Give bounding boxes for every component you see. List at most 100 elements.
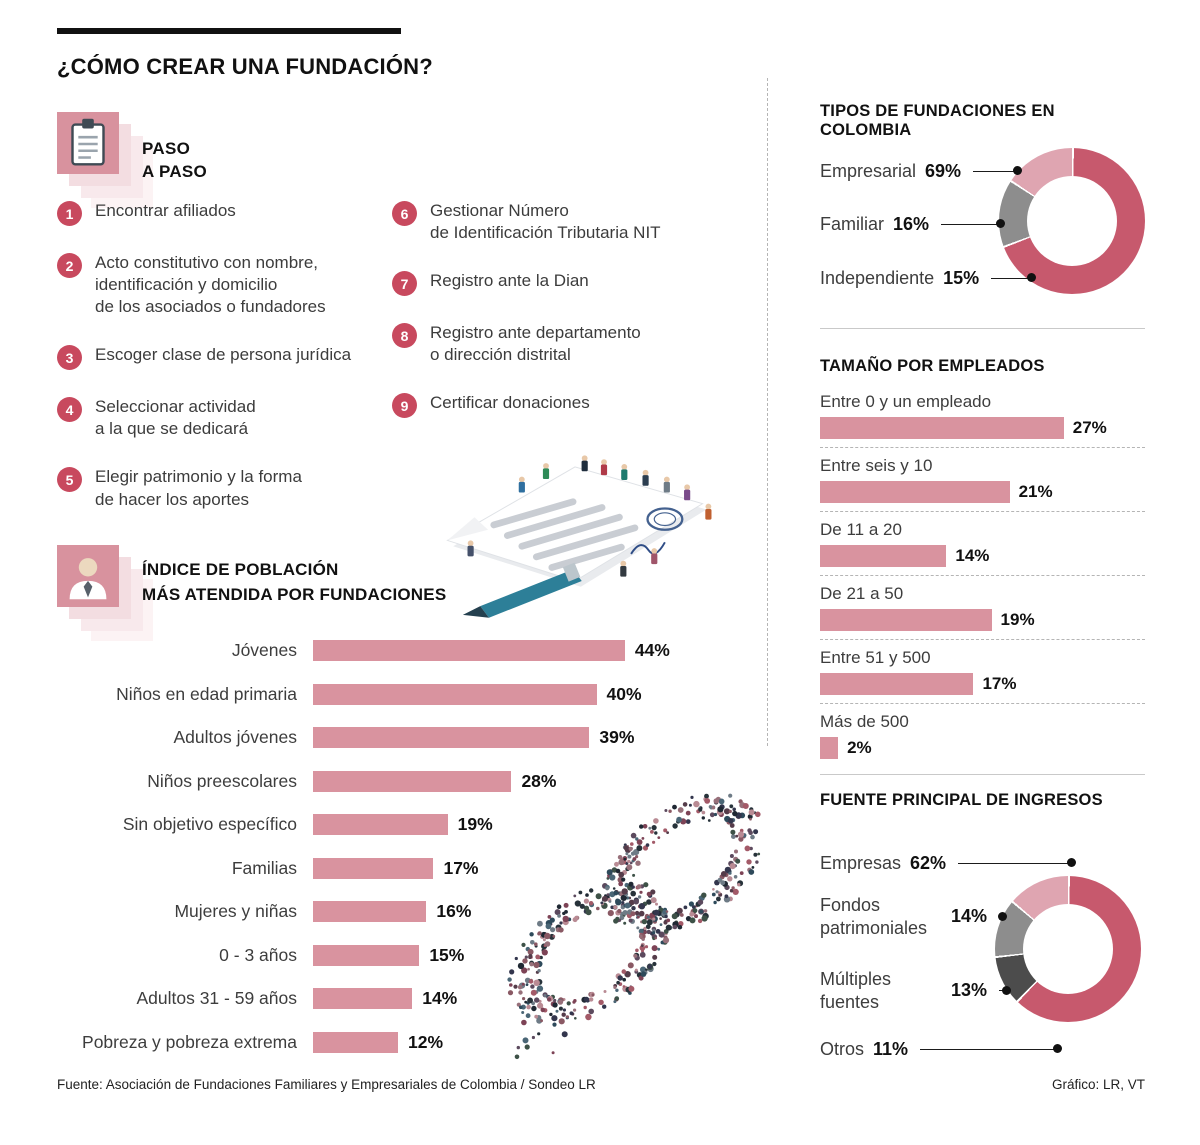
step-item: 8 Registro ante departamento o dirección … [392, 322, 737, 366]
vertical-divider [767, 78, 768, 746]
bar-value: 2% [847, 738, 872, 757]
bar-row: Pobreza y pobreza extrema 12% [57, 1021, 717, 1065]
bar-value: 27% [1072, 418, 1107, 437]
bar-value: 44% [634, 640, 670, 661]
legend-connector-line [941, 219, 1005, 229]
legend-label: Empresas [820, 853, 902, 873]
step-number-badge: 1 [57, 201, 82, 226]
legend-dot [996, 219, 1005, 229]
bar-label: Adultos jóvenes [173, 727, 297, 748]
bar-label: Niños en edad primaria [116, 683, 297, 704]
bar [313, 814, 448, 836]
bar-track: 21% [820, 481, 1145, 503]
source-note: Fuente: Asociación de Fundaciones Famili… [57, 1077, 596, 1092]
tiny-people [467, 455, 712, 577]
legend-dot [998, 911, 1007, 921]
bar-track: 17% [820, 673, 1145, 695]
bar-row: Sin objetivo específico 19% [57, 803, 717, 847]
donut-legend-item: Empresarial 69% [820, 160, 1145, 183]
legend-dot [1002, 985, 1011, 995]
legend-label: Independiente [820, 268, 935, 288]
bar-track: 14% [313, 988, 717, 1010]
bar-value: 17% [982, 674, 1017, 693]
legend-label: Familiar [820, 214, 885, 234]
legend-connector-line [999, 985, 1011, 995]
donut-legend-item: Familiar 16% [820, 213, 1145, 236]
step-text: Acto constitutivo con nombre, identifica… [95, 253, 326, 317]
legend-value: 11% [873, 1038, 909, 1059]
bar-row: De 21 a 50 19% [820, 580, 1145, 640]
legend-value: 13% [951, 980, 988, 1000]
step-text: Certificar donaciones [430, 393, 590, 413]
employees-chart-title: TAMAÑO POR EMPLEADOS [820, 357, 1045, 375]
donut-ingresos-legend: Empresas 62% Fondos patrimoniales 14% Múltip… [820, 830, 1145, 1080]
bar-value: 28% [521, 770, 557, 791]
bar-track: 14% [820, 545, 1145, 567]
bar-label: Adultos 31 - 59 años [136, 988, 297, 1009]
legend-label: Otros [820, 1039, 865, 1059]
donut-tipos-legend: Empresarial 69% Familiar 16% Independiente 15… [820, 140, 1145, 330]
step-number-badge: 3 [57, 345, 82, 371]
donut-hole [1027, 176, 1117, 266]
bar [820, 417, 1064, 439]
bar-label: Entre 0 y un empleado [820, 392, 992, 411]
legend-connector-line [991, 273, 1036, 283]
steps-column-right: 6 Gestionar Número de Identificación Trib… [392, 200, 737, 444]
bar-track: 2% [820, 737, 1145, 759]
population-chart-title: ÍNDICE DE POBLACIÓN MÁS ATENDIDA POR FUN… [142, 560, 447, 604]
legend-label: Múltiples fuentes [820, 969, 892, 1012]
bar-value: 17% [443, 857, 479, 878]
bar-value: 19% [457, 814, 493, 835]
bar-row: Jóvenes 44% [57, 629, 717, 673]
bar [313, 770, 512, 792]
donut-legend-item: Empresas 62% [820, 852, 1145, 875]
legend-value: 62% [910, 852, 947, 873]
bar-value: 15% [429, 944, 465, 965]
bar-row: Mujeres y niñas 16% [57, 890, 717, 934]
bar [313, 944, 420, 966]
bar-row: Entre seis y 10 21% [820, 452, 1145, 512]
legend-dot [1027, 273, 1036, 283]
step-number-badge: 7 [392, 271, 417, 297]
bar-track: 17% [313, 857, 717, 879]
bar-label: Entre seis y 10 [820, 456, 933, 475]
legend-connector-line [998, 911, 1007, 921]
donut-legend-item: Independiente 15% [820, 267, 1145, 290]
bar-value: 14% [955, 546, 990, 565]
step-item: 6 Gestionar Número de Identificación Trib… [392, 200, 737, 244]
bar-row: Adultos 31 - 59 años 14% [57, 977, 717, 1021]
bar [820, 545, 947, 567]
step-number-badge: 2 [57, 253, 82, 278]
donut-tipos-block: Empresarial 69% Familiar 16% Independiente 15… [820, 140, 1145, 330]
legend-connector-line [920, 1044, 1062, 1054]
step-number-badge: 8 [392, 323, 417, 349]
step-number-badge: 9 [392, 393, 417, 419]
step-item: 1 Encontrar afiliados [57, 200, 392, 226]
legend-connector-line [958, 858, 1076, 868]
bar-label: Niños preescolares [147, 770, 297, 791]
bar-row: Adultos jóvenes 39% [57, 716, 717, 760]
step-text: Seleccionar actividad a la que se dedica… [95, 397, 256, 439]
legend-value: 15% [943, 267, 980, 288]
bar [820, 481, 1010, 503]
clipboard-icon [57, 112, 119, 174]
bar-value: 21% [1018, 482, 1053, 501]
contract-signing-illustration [430, 416, 720, 630]
donut-ingresos-block: Empresas 62% Fondos patrimoniales 14% Múltip… [820, 830, 1145, 1080]
step-item: 2 Acto constitutivo con nombre, identific… [57, 252, 392, 318]
step-text: Gestionar Número de Identificación Tribu… [430, 201, 661, 243]
person-icon [57, 545, 119, 607]
legend-connector-line [973, 166, 1022, 176]
bar-value: 39% [599, 727, 635, 748]
bar-row: Entre 0 y un empleado 27% [820, 388, 1145, 448]
bar-value: 16% [436, 901, 472, 922]
bar-label: Más de 500 [820, 712, 909, 731]
bar-track: 40% [313, 683, 717, 705]
title-accent-bar [57, 28, 401, 34]
step-text: Escoger clase de persona jurídica [95, 345, 352, 365]
bar [313, 727, 590, 749]
bar-row: De 11 a 20 14% [820, 516, 1145, 576]
bar-value: 19% [1000, 610, 1035, 629]
step-item: 7 Registro ante la Dian [392, 270, 737, 297]
